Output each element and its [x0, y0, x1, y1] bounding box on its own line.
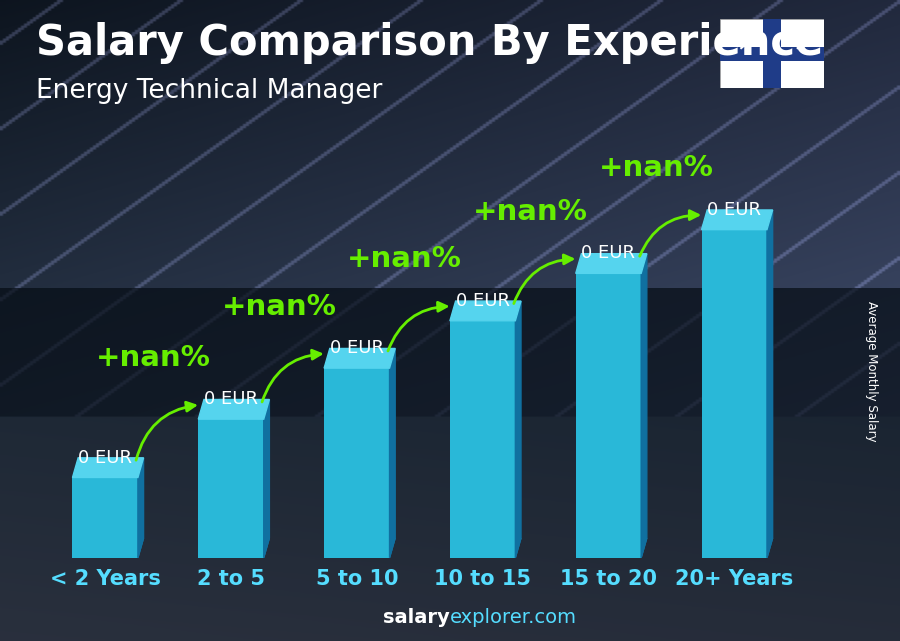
Polygon shape: [702, 210, 772, 229]
Polygon shape: [641, 254, 647, 558]
Text: 0 EUR: 0 EUR: [455, 292, 509, 310]
Bar: [720, 47, 824, 61]
Polygon shape: [198, 399, 269, 419]
Bar: [73, 478, 138, 558]
Text: +nan%: +nan%: [347, 246, 462, 273]
Text: +nan%: +nan%: [598, 154, 714, 182]
Text: +nan%: +nan%: [95, 344, 211, 372]
Text: 0 EUR: 0 EUR: [707, 201, 761, 219]
Bar: [0, 288, 900, 641]
Polygon shape: [324, 349, 395, 368]
Text: 0 EUR: 0 EUR: [204, 390, 258, 408]
Polygon shape: [767, 538, 772, 558]
Bar: [762, 19, 781, 88]
Polygon shape: [576, 254, 647, 273]
Bar: [450, 320, 516, 558]
Text: Salary Comparison By Experience: Salary Comparison By Experience: [36, 22, 824, 65]
Polygon shape: [516, 538, 521, 558]
Text: Energy Technical Manager: Energy Technical Manager: [36, 78, 382, 104]
Text: Average Monthly Salary: Average Monthly Salary: [865, 301, 878, 442]
Text: +nan%: +nan%: [473, 198, 588, 226]
Polygon shape: [264, 399, 269, 558]
Bar: [324, 368, 390, 558]
Text: explorer.com: explorer.com: [450, 608, 577, 627]
Bar: [198, 419, 264, 558]
Polygon shape: [516, 301, 521, 558]
Bar: [702, 229, 767, 558]
Text: +nan%: +nan%: [221, 293, 337, 320]
Polygon shape: [138, 458, 144, 558]
Polygon shape: [264, 538, 269, 558]
Polygon shape: [641, 538, 647, 558]
Text: 0 EUR: 0 EUR: [581, 244, 635, 262]
Polygon shape: [767, 210, 772, 558]
Text: 0 EUR: 0 EUR: [329, 339, 383, 357]
Polygon shape: [390, 538, 395, 558]
Text: salary: salary: [383, 608, 450, 627]
Polygon shape: [450, 301, 521, 320]
Bar: [576, 273, 641, 558]
Polygon shape: [73, 458, 144, 478]
Polygon shape: [390, 349, 395, 558]
Polygon shape: [138, 538, 144, 558]
Text: 0 EUR: 0 EUR: [78, 449, 132, 467]
